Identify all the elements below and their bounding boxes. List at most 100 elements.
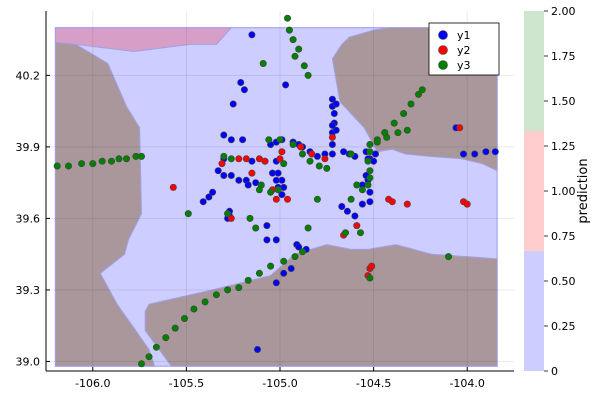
legend-marker-y3 <box>439 61 448 70</box>
point-y3 <box>256 270 262 276</box>
legend-label-y1: y1 <box>457 29 471 42</box>
x-tick-label: -105.0 <box>262 377 297 390</box>
point-y3 <box>354 182 360 188</box>
point-y3 <box>116 156 122 162</box>
point-y3 <box>123 156 129 162</box>
point-y3 <box>78 160 84 166</box>
legend-marker-y1 <box>439 31 448 40</box>
point-y1 <box>230 101 236 107</box>
point-y3 <box>367 168 373 174</box>
point-y1 <box>200 199 206 205</box>
y-tick-label: 39.3 <box>16 284 41 297</box>
point-y1 <box>228 137 234 143</box>
point-y3 <box>108 158 114 164</box>
point-y1 <box>254 346 260 352</box>
point-y3 <box>163 334 169 340</box>
point-y3 <box>365 158 371 164</box>
point-y1 <box>340 149 346 155</box>
point-y2 <box>243 156 249 162</box>
point-y3 <box>348 151 354 157</box>
point-y3 <box>305 225 311 231</box>
y-tick-label: 39.6 <box>16 212 41 225</box>
point-y1 <box>344 208 350 214</box>
point-y1 <box>333 101 339 107</box>
point-y2 <box>354 222 360 228</box>
point-y3 <box>281 258 287 264</box>
colorbar-band <box>524 131 544 251</box>
point-y3 <box>367 141 373 147</box>
point-y3 <box>281 160 287 166</box>
point-y3 <box>367 175 373 181</box>
x-tick-label: -104.5 <box>356 377 391 390</box>
point-y3 <box>236 284 242 290</box>
point-y1 <box>367 199 373 205</box>
point-y2 <box>369 263 375 269</box>
point-y3 <box>185 210 191 216</box>
legend-marker-y2 <box>439 46 448 55</box>
point-y2 <box>404 201 410 207</box>
point-y3 <box>267 263 273 269</box>
point-y2 <box>284 196 290 202</box>
point-y1 <box>339 203 345 209</box>
point-y3 <box>256 187 262 193</box>
point-y3 <box>221 153 227 159</box>
point-y3 <box>54 163 60 169</box>
point-y1 <box>206 194 212 200</box>
point-y3 <box>305 72 311 78</box>
colorbar-label: prediction <box>576 158 591 223</box>
point-y2 <box>389 199 395 205</box>
point-y1 <box>221 172 227 178</box>
point-y2 <box>236 156 242 162</box>
point-y2 <box>273 196 279 202</box>
point-y1 <box>273 280 279 286</box>
point-y1 <box>241 87 247 93</box>
point-y2 <box>309 151 315 157</box>
colorbar-tick-label: 0.50 <box>551 275 576 288</box>
point-y3 <box>292 253 298 259</box>
point-y3 <box>253 225 259 231</box>
point-y2 <box>329 134 335 140</box>
point-y1 <box>228 172 234 178</box>
point-y3 <box>395 129 401 135</box>
point-y3 <box>299 249 305 255</box>
point-y3 <box>359 187 365 193</box>
y-tick-label: 39.0 <box>16 355 41 368</box>
point-y1 <box>273 177 279 183</box>
x-tick-label: -106.0 <box>75 377 110 390</box>
point-y3 <box>146 354 152 360</box>
point-y3 <box>290 141 296 147</box>
legend: y1y2y3 <box>429 23 499 75</box>
point-y3 <box>307 158 313 164</box>
point-y3 <box>382 129 388 135</box>
point-y3 <box>292 53 298 59</box>
point-y1 <box>239 137 245 143</box>
point-y1 <box>472 151 478 157</box>
point-y3 <box>290 36 296 42</box>
point-y3 <box>284 15 290 21</box>
point-y3 <box>266 137 272 143</box>
point-y3 <box>191 306 197 312</box>
point-y3 <box>286 27 292 33</box>
colorbar-tick-label: 2.00 <box>551 5 576 18</box>
point-y3 <box>138 153 144 159</box>
point-y3 <box>224 287 230 293</box>
point-y1 <box>329 141 335 147</box>
point-y3 <box>228 156 234 162</box>
point-y2 <box>249 170 255 176</box>
point-y1 <box>264 237 270 243</box>
point-y1 <box>236 177 242 183</box>
point-y3 <box>296 46 302 52</box>
point-y2 <box>219 160 225 166</box>
point-y3 <box>342 230 348 236</box>
point-y1 <box>329 122 335 128</box>
colorbar-tick-label: 1.25 <box>551 140 576 153</box>
point-y3 <box>365 182 371 188</box>
point-y3 <box>316 163 322 169</box>
point-y3 <box>391 120 397 126</box>
y-tick-label: 39.9 <box>16 141 41 154</box>
point-y1 <box>273 237 279 243</box>
point-y3 <box>172 325 178 331</box>
point-y3 <box>374 139 380 145</box>
point-y3 <box>260 60 266 66</box>
point-y3 <box>65 163 71 169</box>
